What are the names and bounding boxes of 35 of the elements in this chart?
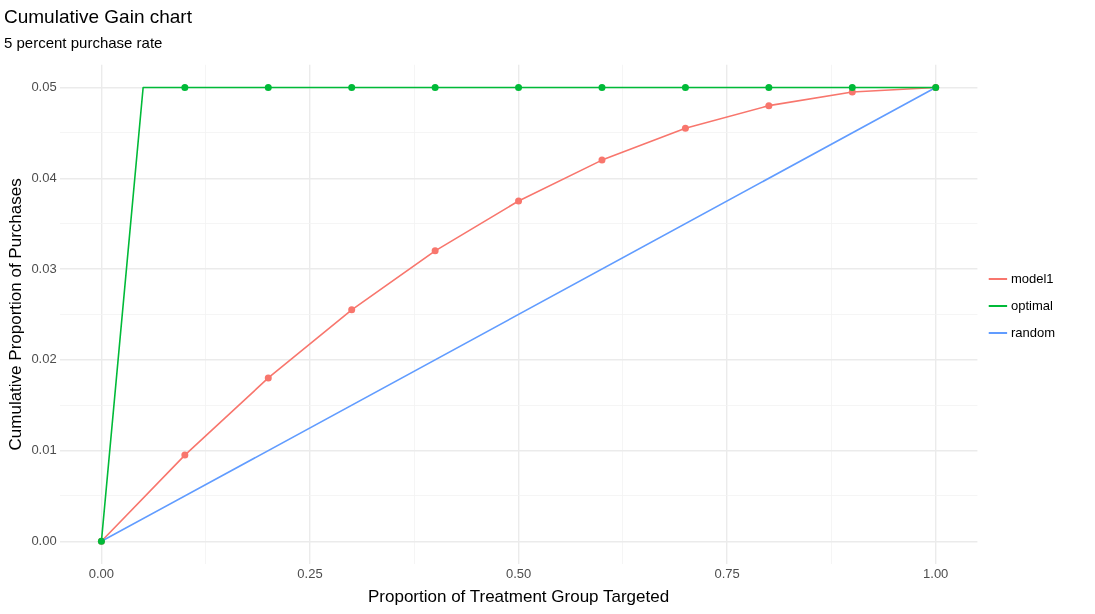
point <box>515 197 523 205</box>
x-axis-title: Proportion of Treatment Group Targeted <box>367 587 670 607</box>
point <box>598 156 606 164</box>
y-tick-label: 0.01 <box>31 442 57 458</box>
point <box>765 83 773 91</box>
legend-label: model1 <box>1010 270 1054 286</box>
point <box>348 83 356 91</box>
point <box>264 374 272 382</box>
point <box>181 83 189 91</box>
y-tick-label: 0.05 <box>31 79 57 95</box>
point <box>264 83 272 91</box>
point <box>681 124 689 132</box>
point <box>598 83 606 91</box>
y-tick-label: 0.00 <box>31 532 57 548</box>
legend-label: random <box>1010 324 1055 340</box>
x-tick-label: 1.00 <box>923 566 949 582</box>
point <box>431 247 439 255</box>
x-tick-label: 0.25 <box>297 566 323 582</box>
chart-subtitle: 5 percent purchase rate <box>4 33 163 51</box>
x-tick-label: 0.00 <box>88 566 115 582</box>
point <box>515 83 523 91</box>
legend-label: optimal <box>1010 297 1053 313</box>
y-axis-title: Cumulative Proportion of Purchases <box>5 178 25 451</box>
point <box>431 83 439 91</box>
point <box>181 451 189 459</box>
x-tick-label: 0.50 <box>505 566 532 582</box>
point <box>848 83 856 91</box>
point <box>681 83 689 91</box>
y-tick-label: 0.04 <box>31 169 57 185</box>
point <box>348 306 356 314</box>
y-tick-label: 0.03 <box>31 260 57 276</box>
y-tick-label: 0.02 <box>31 351 57 367</box>
x-tick-label: 0.75 <box>714 566 740 582</box>
point <box>765 102 773 110</box>
chart-title: Cumulative Gain chart <box>4 5 193 27</box>
